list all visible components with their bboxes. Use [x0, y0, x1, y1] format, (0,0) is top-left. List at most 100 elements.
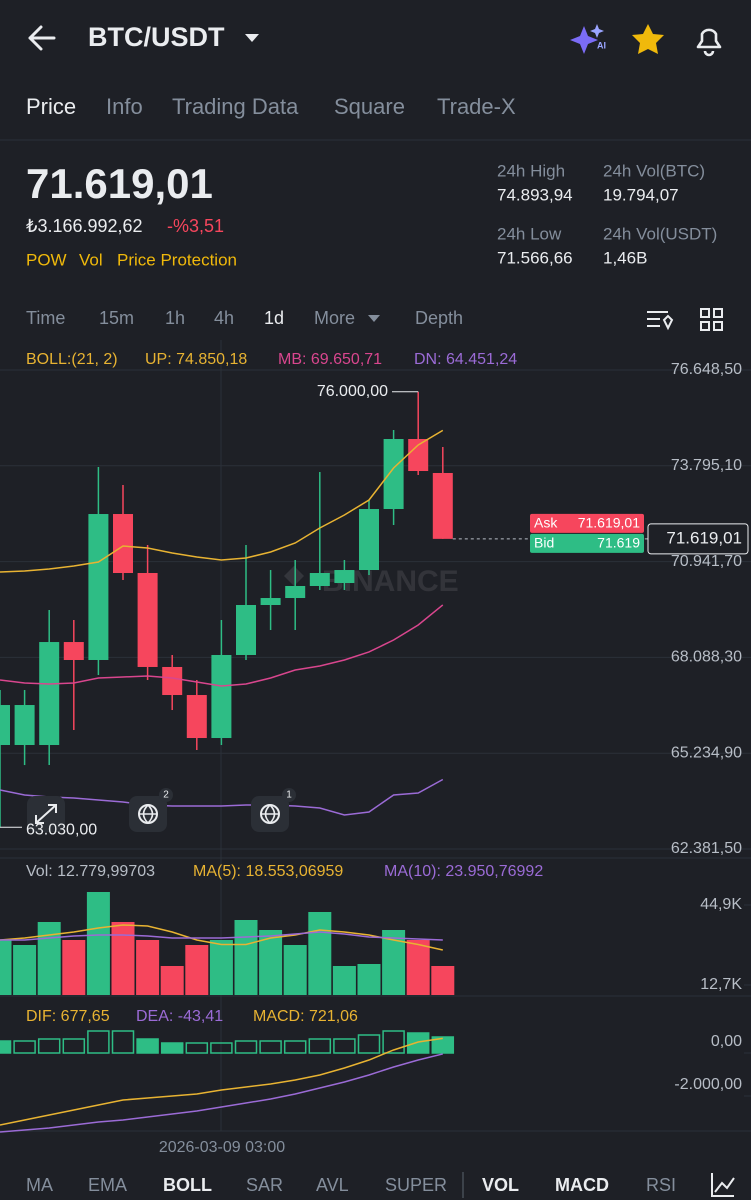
- fullscreen-button[interactable]: [27, 796, 65, 832]
- indicator-tab[interactable]: RSI: [646, 1175, 676, 1195]
- y-tick-label: 0,00: [711, 1033, 742, 1050]
- boll-legend: UP: 74.850,18: [145, 351, 247, 368]
- bid-value: 71.619: [597, 535, 640, 551]
- macd-bar: [308, 1038, 332, 1054]
- tab[interactable]: Price: [26, 94, 76, 119]
- macd-bar: [185, 1042, 209, 1054]
- macd-bar: [37, 1038, 61, 1054]
- candle-body: [39, 642, 60, 746]
- low-label: 63.030,00: [26, 821, 97, 838]
- marks-layer: [0, 391, 455, 1133]
- candle-body: [260, 598, 281, 606]
- y-tick-label: 70.941,70: [671, 553, 742, 570]
- candle-body: [14, 705, 35, 746]
- candle-body: [0, 705, 10, 746]
- ai-button[interactable]: AI: [570, 24, 606, 54]
- interval-tab[interactable]: Time: [26, 308, 65, 328]
- interval-tab[interactable]: 1d: [264, 308, 284, 328]
- stat-label: 24h High: [497, 161, 565, 180]
- stat-label: 24h Low: [497, 224, 562, 243]
- draw-tool-button[interactable]: [711, 1173, 735, 1197]
- globe-button[interactable]: [251, 788, 296, 832]
- notification-button[interactable]: [696, 28, 722, 57]
- indicator-tab[interactable]: SAR: [246, 1175, 283, 1195]
- tab[interactable]: Square: [334, 94, 405, 119]
- stat-value: 74.893,94: [497, 185, 573, 204]
- tab[interactable]: Trading Data: [172, 94, 299, 119]
- indicator-tab[interactable]: AVL: [316, 1175, 349, 1195]
- price-tag[interactable]: POW: [26, 250, 67, 269]
- volume-bar: [234, 920, 258, 995]
- interval-tab[interactable]: 15m: [99, 308, 134, 328]
- volume-ma-line: [0, 931, 443, 941]
- indicator-tab[interactable]: SUPER: [385, 1175, 447, 1195]
- macd-bar: [160, 1042, 184, 1054]
- indicator-tab[interactable]: BOLL: [163, 1175, 212, 1195]
- price-change: -%3,51: [167, 216, 224, 236]
- stat-label: 24h Vol(USDT): [603, 224, 717, 243]
- indicator-tab[interactable]: MACD: [555, 1175, 609, 1195]
- candle-body: [137, 573, 158, 667]
- layout-button[interactable]: [700, 308, 723, 331]
- candle-body: [162, 666, 183, 696]
- macd-bar: [13, 1040, 36, 1054]
- ask-label: Ask: [534, 515, 558, 531]
- y-tick-label: 73.795,10: [671, 457, 742, 474]
- pair-title[interactable]: BTC/USDT: [88, 22, 225, 52]
- interval-tab[interactable]: 4h: [214, 308, 234, 328]
- volume-bar: [62, 940, 86, 995]
- bid-box: [530, 533, 644, 553]
- volume-bar: [209, 940, 233, 995]
- volume-ma-line: [0, 924, 443, 951]
- candle-body: [186, 695, 207, 739]
- volume-bar: [259, 929, 283, 995]
- last-price-tag-text: 71.619,01: [666, 528, 742, 547]
- macd-line: [0, 1053, 443, 1133]
- candle-body: [383, 439, 404, 510]
- indicator-tab[interactable]: EMA: [88, 1175, 127, 1195]
- volume-bar: [406, 940, 430, 995]
- macd-bar: [0, 1040, 12, 1054]
- candle-body: [432, 472, 453, 539]
- globe-button[interactable]: [129, 788, 173, 832]
- volume-bar: [382, 929, 406, 995]
- back-button[interactable]: [28, 25, 56, 51]
- volume-bar: [185, 945, 209, 995]
- favorite-button[interactable]: [632, 24, 664, 54]
- indicator-tab[interactable]: MA: [26, 1175, 53, 1195]
- stat-label: 24h Vol(BTC): [603, 161, 705, 180]
- bid-label: Bid: [534, 535, 554, 551]
- vol-legend: MA(5): 18.553,06959: [193, 863, 343, 880]
- tab[interactable]: Info: [106, 94, 143, 119]
- svg-text:AI: AI: [597, 40, 606, 50]
- interval-tab[interactable]: More: [314, 308, 355, 328]
- tab[interactable]: Trade-X: [437, 94, 516, 119]
- candle-body: [63, 642, 84, 660]
- candle-body: [359, 509, 379, 571]
- macd-legend: DEA: -43,41: [136, 1008, 223, 1025]
- date-label: 2026-03-09 03:00: [159, 1139, 285, 1156]
- macd-line: [0, 1037, 443, 1126]
- price-tag[interactable]: Price Protection: [117, 250, 237, 269]
- y-tick-label: 65.234,90: [671, 744, 742, 761]
- y-tick-label: 76.648,50: [671, 361, 742, 378]
- high-label: 76.000,00: [317, 383, 388, 400]
- y-tick-label: 68.088,30: [671, 649, 742, 666]
- macd-bar: [259, 1040, 282, 1054]
- pair-dropdown[interactable]: [245, 34, 259, 42]
- indicator-tab[interactable]: VOL: [482, 1175, 519, 1195]
- ask-value: 71.619,01: [578, 515, 640, 531]
- chart-settings-button[interactable]: [647, 311, 674, 331]
- interval-tab[interactable]: Depth: [415, 308, 463, 328]
- macd-bar: [406, 1032, 430, 1054]
- badge: 2: [163, 790, 169, 801]
- interval-tab[interactable]: 1h: [165, 308, 185, 328]
- macd-legend: MACD: 721,06: [253, 1008, 358, 1025]
- volume-bar: [357, 963, 381, 995]
- price-tag[interactable]: Vol: [79, 250, 103, 269]
- macd-bar: [62, 1038, 86, 1054]
- badge: 1: [286, 790, 292, 801]
- macd-bar: [111, 1030, 135, 1054]
